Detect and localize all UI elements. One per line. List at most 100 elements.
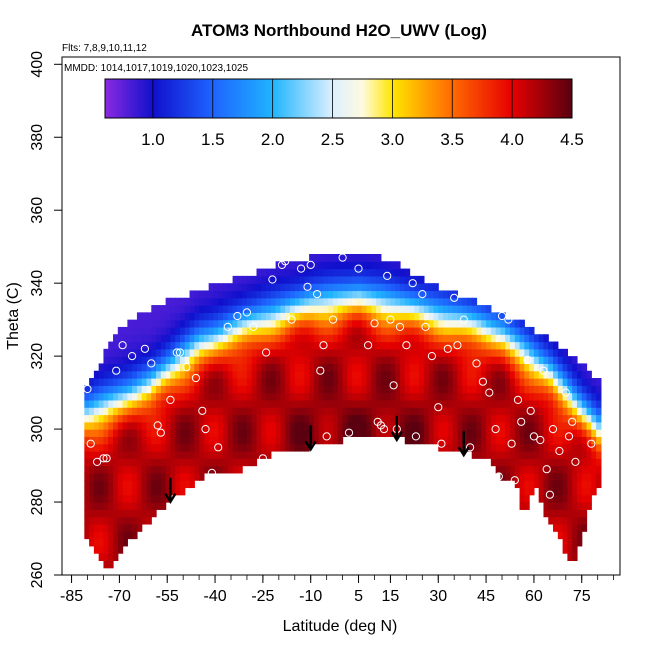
heat-cell — [356, 275, 363, 284]
heat-cell — [342, 421, 348, 430]
heat-cell — [165, 465, 172, 474]
heat-cell — [170, 472, 176, 481]
heat-cell — [452, 443, 458, 452]
heat-cell — [414, 421, 420, 430]
heat-cell — [543, 348, 549, 357]
heat-cell — [189, 312, 195, 321]
heat-cell — [337, 261, 344, 270]
heat-cell — [151, 436, 157, 445]
heat-cell — [328, 319, 334, 328]
heat-cell — [227, 443, 234, 452]
heat-cell — [280, 275, 286, 284]
heat-cell — [500, 341, 506, 350]
heat-cell — [371, 326, 377, 335]
heat-cell — [586, 392, 592, 401]
observation-point — [322, 432, 331, 441]
heat-cell — [457, 392, 463, 401]
heat-cell — [122, 523, 128, 532]
heat-cell — [199, 465, 205, 474]
heat-cell — [136, 334, 143, 343]
heat-cell — [596, 414, 602, 423]
heat-cell — [591, 421, 597, 430]
heat-cell — [199, 297, 205, 306]
heat-cell — [572, 545, 578, 554]
heat-cell — [170, 399, 176, 408]
heat-cell — [266, 334, 272, 343]
heat-cell — [347, 297, 353, 306]
heat-cell — [572, 399, 578, 408]
heat-cell — [409, 305, 415, 313]
heat-cell — [366, 268, 372, 277]
heat-cell — [576, 363, 583, 372]
colorbar-swatch — [230, 79, 234, 118]
colorbar-swatch — [288, 79, 292, 118]
heat-cell — [189, 407, 195, 416]
heat-cell — [352, 407, 358, 416]
heat-cell — [184, 348, 191, 357]
heat-cell — [557, 436, 564, 445]
heat-cell — [285, 305, 291, 313]
heat-cell — [285, 297, 291, 306]
heat-cell — [199, 319, 205, 328]
heat-cell — [103, 443, 109, 452]
heat-cell — [194, 341, 200, 350]
heat-cell — [495, 399, 502, 408]
heat-cell — [419, 326, 425, 335]
heat-cell — [481, 356, 487, 365]
heat-cell — [452, 392, 458, 401]
heat-cell — [548, 494, 554, 503]
heat-cell — [237, 465, 243, 474]
heat-cell — [342, 392, 348, 401]
heat-cell — [538, 458, 545, 467]
heat-cell — [380, 290, 387, 299]
heat-cell — [160, 312, 167, 321]
heat-cell — [165, 407, 172, 416]
heat-cell — [447, 392, 454, 401]
heat-cell — [395, 356, 401, 365]
heat-cell — [524, 385, 530, 394]
heat-cell — [98, 553, 105, 562]
heat-cell — [361, 305, 368, 313]
heat-cell — [309, 253, 315, 262]
heat-cell — [443, 290, 449, 299]
heat-cell — [93, 436, 100, 445]
heat-cell — [509, 378, 516, 386]
heat-cell — [486, 378, 492, 386]
heat-cell — [380, 312, 387, 321]
heat-cell — [581, 399, 588, 408]
heat-cell — [218, 363, 224, 372]
heat-cell — [89, 531, 95, 540]
heat-cell — [237, 414, 243, 423]
colorbar-tick-label: 3.5 — [440, 130, 464, 149]
heat-cell — [490, 443, 497, 452]
heat-cell — [299, 363, 305, 372]
heat-cell — [89, 450, 95, 459]
heat-cell — [184, 480, 191, 489]
heat-cell — [481, 414, 487, 423]
colorbar-swatch — [334, 79, 338, 118]
heat-cell — [256, 370, 262, 379]
heat-cell — [89, 472, 95, 481]
colorbar-swatch — [530, 79, 533, 118]
heat-cell — [457, 414, 463, 423]
heat-cell — [318, 341, 325, 350]
heat-cell — [160, 319, 167, 328]
heat-cell — [89, 487, 95, 496]
heat-cell — [419, 275, 425, 284]
heat-cell — [103, 356, 109, 365]
heat-cell — [596, 450, 602, 459]
colorbar-swatch — [548, 79, 551, 118]
heat-cell — [438, 297, 444, 306]
heat-cell — [266, 297, 272, 306]
heat-cell — [251, 363, 258, 372]
colorbar-swatch — [308, 79, 312, 118]
heat-cell — [313, 341, 320, 350]
heat-cell — [275, 414, 282, 423]
heat-cell — [476, 443, 482, 452]
observation-point — [262, 348, 271, 357]
heat-cell — [409, 414, 415, 423]
heat-cell — [179, 319, 186, 328]
heat-cell — [285, 370, 291, 379]
heat-cell — [98, 385, 105, 394]
heat-cell — [299, 436, 305, 445]
